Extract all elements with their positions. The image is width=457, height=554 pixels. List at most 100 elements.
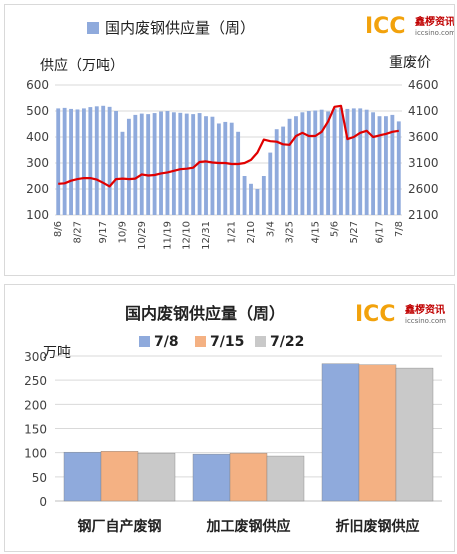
- supply-bar: [358, 108, 363, 215]
- y-tick-label: 100: [24, 447, 47, 461]
- supply-price-chart-panel: 国内废钢供应量（周） 供应（万吨） 重废价 100 200 300 400 500 600…: [4, 4, 455, 276]
- supply-bar: [210, 116, 215, 215]
- legend-label: 7/22: [270, 334, 304, 350]
- y-tick-label: 500: [26, 104, 49, 118]
- supply-bar: [75, 109, 80, 215]
- logo-name: 鑫椤资讯: [414, 15, 454, 28]
- supply-bar: [384, 116, 388, 215]
- supply-bar: [249, 183, 253, 215]
- y-tick-label: 600: [26, 78, 49, 92]
- bar-7-22: [137, 452, 176, 502]
- x-tick-label: 8/6: [53, 221, 64, 237]
- y-axis-label: 万吨: [43, 345, 71, 361]
- supply-bar: [223, 121, 228, 215]
- x-tick-label: 12/31: [201, 221, 212, 250]
- supply-bar: [313, 110, 318, 215]
- legend-swatch: [87, 22, 99, 34]
- supply-bar: [159, 111, 163, 215]
- x-tick-label: 5/27: [349, 221, 360, 243]
- supply-bar: [377, 116, 382, 215]
- supply-price-chart: 国内废钢供应量（周） 供应（万吨） 重废价 100 200 300 400 500 600…: [26, 14, 454, 250]
- supply-breakdown-chart: 国内废钢供应量（周） 万吨 7/8 7/15 7/22 0 50 100 150 200 25…: [24, 302, 446, 535]
- supply-breakdown-chart-panel: 国内废钢供应量（周） 万吨 7/8 7/15 7/22 0 50 100 150 200 25…: [4, 284, 455, 552]
- supply-bar: [216, 123, 221, 215]
- bar-7-8: [321, 363, 360, 502]
- logo-url: iccsino.com: [415, 29, 454, 37]
- supply-bar: [319, 109, 324, 215]
- supply-bar: [351, 108, 356, 215]
- supply-bar: [326, 111, 331, 215]
- icc-logo: ICC 鑫椤资讯 iccsino.com: [365, 14, 454, 39]
- supply-bar: [287, 118, 292, 215]
- supply-bar: [101, 105, 106, 215]
- logo-url: iccsino.com: [405, 317, 446, 325]
- x-tick-label: 3/4: [265, 221, 276, 237]
- bar-7-22: [266, 455, 305, 502]
- legend-swatch: [139, 336, 150, 347]
- x-category-label: 钢厂自产废钢: [78, 518, 162, 535]
- chart-title: 国内废钢供应量（周）: [105, 19, 255, 37]
- x-tick-label: 9/17: [98, 221, 109, 243]
- supply-bar: [274, 129, 279, 215]
- y2-tick-label: 3100: [408, 156, 439, 170]
- y-tick-label: 300: [24, 350, 47, 364]
- supply-bar: [396, 121, 401, 215]
- supply-bar: [236, 131, 241, 215]
- y-tick-label: 50: [32, 471, 47, 485]
- bar-7-8: [192, 453, 231, 502]
- bar-7-22: [395, 367, 434, 502]
- y-axis-label: 供应（万吨）: [40, 57, 124, 74]
- supply-bar: [255, 189, 260, 215]
- x-tick-label: 10/9: [117, 221, 128, 243]
- bar-7-15: [229, 452, 268, 502]
- x-tick-label: 5/6: [330, 221, 341, 237]
- y2-tick-label: 4100: [408, 104, 439, 118]
- supply-bar: [332, 108, 337, 215]
- logo-brand: ICC: [365, 14, 405, 39]
- supply-bar: [120, 131, 125, 215]
- supply-bar: [300, 112, 305, 215]
- y-tick-label: 300: [26, 156, 49, 170]
- supply-bar: [139, 113, 144, 215]
- supply-bar: [171, 112, 176, 215]
- y-tick-label: 200: [24, 398, 47, 412]
- supply-bar: [184, 113, 189, 215]
- x-tick-label: 8/27: [72, 221, 83, 243]
- x-tick-label: 4/15: [310, 221, 321, 243]
- legend-label: 7/15: [210, 334, 244, 350]
- x-tick-label: 12/10: [182, 221, 193, 250]
- x-tick-label: 10/29: [137, 221, 148, 250]
- bar-7-15: [100, 451, 139, 502]
- supply-bar: [114, 111, 118, 215]
- supply-bar: [371, 112, 376, 215]
- supply-bar: [165, 111, 170, 215]
- x-category-label: 折旧废钢供应: [336, 518, 420, 535]
- supply-bar: [306, 111, 311, 215]
- supply-bar: [242, 176, 247, 215]
- x-tick-label: 3/25: [285, 221, 296, 243]
- y2-tick-label: 2100: [408, 208, 439, 222]
- y2-axis-label: 重废价: [389, 55, 431, 71]
- supply-bar: [94, 106, 99, 215]
- supply-bar: [146, 114, 151, 215]
- x-tick-label: 1/21: [227, 221, 238, 243]
- supply-bar: [364, 109, 369, 215]
- supply-bar: [88, 107, 93, 215]
- supply-bar: [81, 108, 86, 215]
- x-tick-label: 7/8: [394, 221, 405, 237]
- supply-bar: [204, 116, 208, 215]
- supply-bar: [281, 126, 286, 215]
- logo-brand: ICC: [355, 302, 395, 327]
- logo-name: 鑫椤资讯: [404, 303, 445, 316]
- legend-swatch: [195, 336, 206, 347]
- y-tick-label: 0: [39, 495, 47, 509]
- y2-tick-label: 3600: [408, 130, 439, 144]
- supply-bar: [56, 108, 61, 215]
- supply-bar: [268, 152, 273, 215]
- y-tick-label: 200: [26, 182, 49, 196]
- supply-bar: [229, 122, 234, 215]
- supply-bar: [191, 114, 196, 215]
- supply-bar: [133, 114, 138, 215]
- supply-bar: [294, 116, 298, 215]
- supply-bar: [69, 108, 73, 215]
